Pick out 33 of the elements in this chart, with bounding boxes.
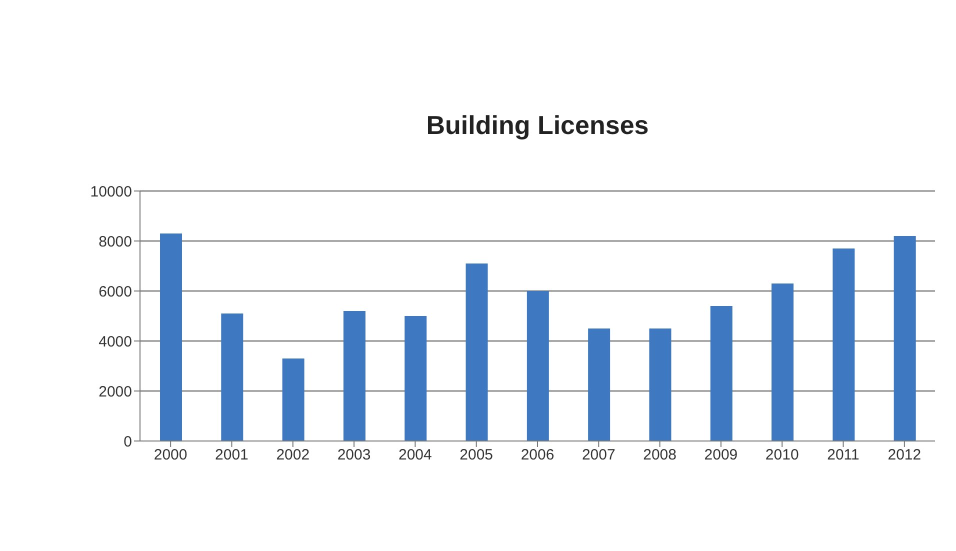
bar (282, 358, 304, 441)
x-tick-label: 2002 (276, 446, 310, 464)
bar (221, 314, 244, 441)
bar (894, 236, 916, 441)
bar (772, 284, 794, 441)
chart-title: Building Licenses (425, 110, 650, 141)
bar (343, 311, 366, 441)
y-tick-label: 0 (124, 433, 132, 450)
y-tick-label: 2000 (98, 383, 132, 400)
x-tick-label: 2012 (888, 446, 922, 464)
x-tick-label: 2009 (704, 446, 738, 464)
y-tick-label: 10000 (90, 183, 132, 200)
x-tick-label: 2008 (643, 446, 676, 464)
x-tick-label: 2001 (215, 446, 248, 464)
x-tick-label: 2003 (337, 446, 371, 464)
bar (588, 328, 610, 441)
bar (160, 234, 182, 441)
y-tick-label: 6000 (98, 283, 132, 300)
bar (710, 306, 732, 441)
x-tick-label: 2011 (827, 446, 860, 464)
x-tick-label: 2006 (520, 446, 554, 464)
x-tick-label: 2004 (398, 446, 432, 464)
bar (466, 264, 488, 441)
x-tick-label: 2000 (154, 446, 188, 464)
x-tick-label: 2007 (582, 446, 616, 464)
bar (526, 291, 549, 441)
y-tick-label: 4000 (98, 333, 132, 350)
bar (649, 328, 672, 441)
x-tick-label: 2010 (765, 446, 799, 464)
bar (404, 316, 427, 441)
y-tick-label: 8000 (98, 233, 132, 250)
x-tick-label: 2005 (460, 446, 494, 464)
bar (832, 248, 855, 441)
